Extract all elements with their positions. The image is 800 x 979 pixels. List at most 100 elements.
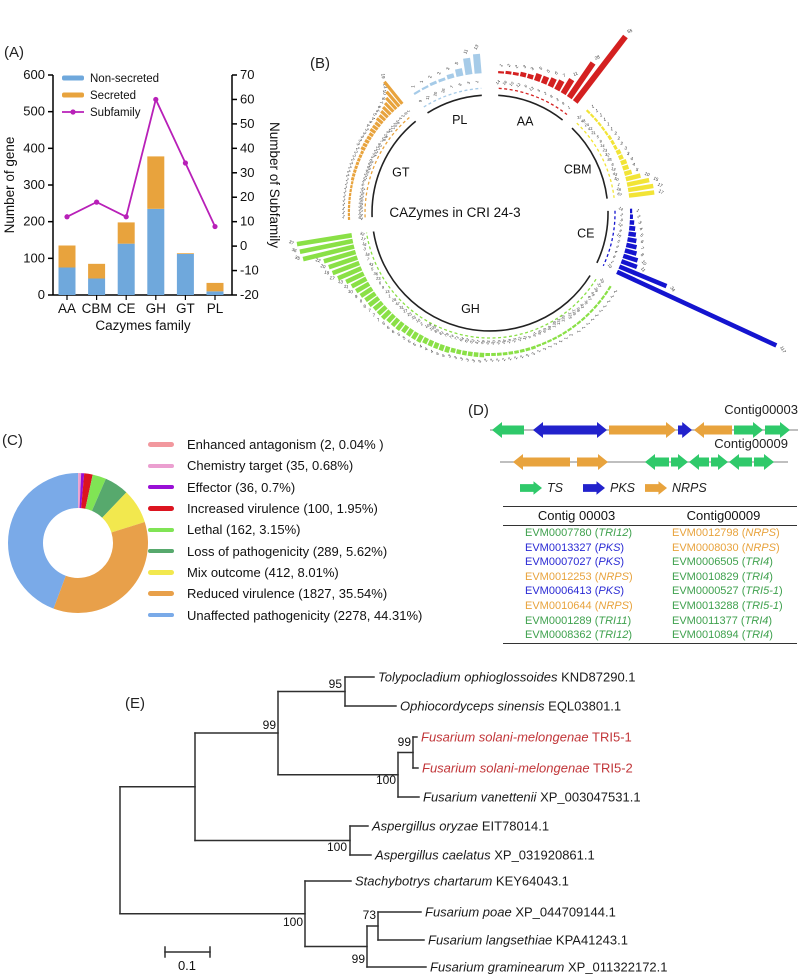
svg-text:1: 1 [563, 336, 568, 339]
svg-text:32: 32 [359, 230, 366, 237]
svg-text:55: 55 [627, 28, 634, 34]
gene-id-cell: EVM0006413 (PKS) [525, 585, 625, 598]
svg-text:11: 11 [343, 284, 349, 290]
cazy-bar [593, 117, 599, 123]
legend-label: TS [547, 481, 564, 495]
family-label: GH [461, 302, 480, 316]
svg-text:32: 32 [605, 152, 611, 158]
svg-text:28: 28 [392, 297, 398, 303]
cazy-bar [362, 142, 368, 148]
svg-text:4: 4 [365, 123, 371, 128]
svg-text:1: 1 [581, 326, 586, 329]
svg-text:9: 9 [355, 294, 358, 299]
svg-text:88: 88 [537, 329, 543, 335]
cazy-bar [533, 72, 543, 83]
cazy-bar [566, 61, 596, 100]
cazy-bar [374, 121, 382, 128]
svg-text:1: 1 [602, 304, 608, 308]
cazy-bar [450, 347, 456, 354]
svg-text:5: 5 [361, 178, 367, 184]
taxon-label: Aspergillus oryzae EIT78014.1 [371, 819, 549, 834]
panel-d-label: (D) [468, 402, 489, 419]
svg-text:2: 2 [436, 71, 442, 75]
svg-text:Subfamily: Subfamily [90, 107, 141, 119]
svg-text:128: 128 [560, 315, 565, 323]
scale-bar-label: 0.1 [178, 958, 196, 973]
legend-item: Effector (36, 0.7%) [148, 477, 422, 498]
svg-text:40: 40 [240, 140, 254, 155]
svg-text:10: 10 [348, 289, 354, 294]
svg-text:1: 1 [342, 197, 347, 203]
legend-swatch [148, 612, 174, 618]
svg-text:8: 8 [381, 97, 386, 101]
donut-slice-reduced-virulence [53, 521, 148, 613]
svg-text:3: 3 [362, 131, 368, 136]
cazy-bar [593, 304, 598, 310]
table-row: EVM0007027 (PKS) EVM0006505 (TRI4) [503, 555, 797, 570]
cazy-bar [585, 109, 591, 115]
gene-arrow [678, 422, 692, 438]
svg-text:3: 3 [555, 96, 560, 102]
gene-id-cell: EVM0013327 (PKS) [525, 541, 625, 554]
donut-slice-mix-outcome [102, 492, 145, 533]
taxon-label: Ophiocordyceps sinensis EQL03801.1 [400, 699, 621, 714]
legend-item: Increased virulence (100, 1.95%) [148, 498, 422, 519]
cazy-bar [618, 264, 668, 289]
cazy-bar [364, 139, 370, 145]
svg-text:0: 0 [38, 287, 45, 302]
svg-text:1: 1 [474, 79, 480, 84]
svg-text:1: 1 [542, 347, 548, 351]
svg-text:4: 4 [630, 156, 634, 162]
panel-c-legend: Enhanced antagonism (2, 0.04% ) Chemistry… [148, 434, 422, 626]
cazy-bar [348, 200, 351, 205]
cazy-bar [600, 126, 606, 132]
svg-text:4: 4 [435, 351, 440, 357]
legend-swatch [148, 506, 174, 511]
svg-text:17: 17 [657, 182, 664, 189]
cazy-bar [354, 165, 359, 170]
svg-text:2: 2 [345, 173, 351, 179]
svg-text:3: 3 [364, 127, 370, 132]
svg-text:37: 37 [596, 282, 603, 289]
svg-text:10: 10 [644, 171, 651, 178]
svg-text:5: 5 [616, 239, 622, 245]
contig-map-Contig00009: Contig00009 [500, 436, 788, 470]
legend-label: Reduced virulence (1827, 35.54%) [187, 586, 388, 602]
cazy-bar [348, 196, 351, 201]
cazy-bar [629, 220, 635, 225]
panel-d-gene-table: Contig 00003 Contig00009 EVM0007780 (TRI12… [503, 506, 797, 644]
cazy-bar [623, 169, 633, 176]
panel-a-legend: Non-secreted Secreted Subfamily [62, 73, 159, 119]
svg-text:2: 2 [519, 354, 525, 359]
svg-text:7: 7 [379, 139, 385, 144]
svg-text:20: 20 [432, 91, 438, 97]
cazy-bar [331, 260, 361, 276]
svg-text:1: 1 [341, 214, 346, 220]
svg-text:8: 8 [640, 252, 646, 257]
cazy-bar [302, 244, 355, 262]
cazy-bar [607, 285, 612, 291]
cazy-bar [323, 249, 357, 264]
svg-text:37: 37 [288, 239, 295, 246]
legend-swatch [148, 463, 174, 469]
svg-text:47: 47 [357, 207, 364, 214]
cazy-bar [348, 192, 352, 197]
svg-text:97: 97 [532, 331, 538, 337]
cazy-bar [604, 290, 609, 296]
svg-text:105: 105 [429, 324, 438, 332]
svg-text:7: 7 [562, 72, 567, 78]
panel-d-legend: TS PKS NRPS [520, 481, 707, 495]
cazy-bar [628, 190, 655, 198]
cazy-bar [512, 71, 519, 76]
svg-text:11: 11 [462, 48, 469, 55]
panel-c-donut-chart [8, 473, 148, 613]
table-row: EVM0008362 (TRI12) EVM0010894 (TRI4) [503, 628, 797, 643]
svg-text:1: 1 [388, 293, 391, 298]
cazy-bar [347, 212, 351, 216]
svg-text:400: 400 [23, 140, 45, 155]
svg-text:60: 60 [240, 91, 254, 106]
legend-item: Enhanced antagonism (2, 0.04% ) [148, 434, 422, 455]
cazy-bar [610, 139, 616, 146]
svg-text:12: 12 [388, 127, 394, 133]
svg-text:1: 1 [567, 104, 571, 110]
